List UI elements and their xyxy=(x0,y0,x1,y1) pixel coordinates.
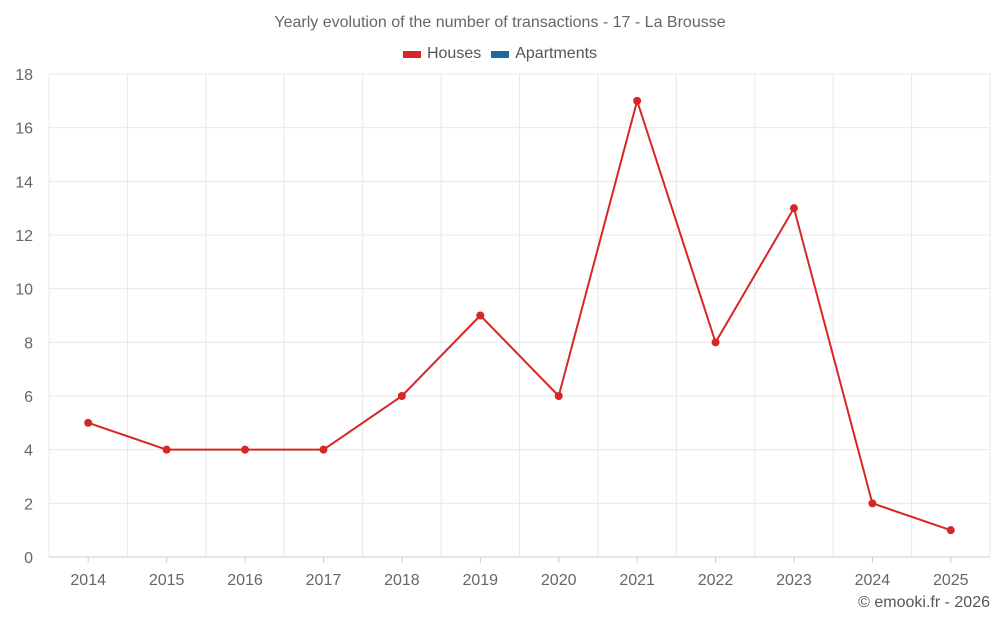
legend-swatch-houses xyxy=(402,50,421,58)
legend-item-houses[interactable]: Houses xyxy=(402,45,482,63)
legend-swatch-apartments xyxy=(491,50,510,58)
x-tick-label: 2021 xyxy=(619,572,655,589)
data-point-houses xyxy=(319,445,328,454)
y-tick-label: 0 xyxy=(24,550,33,567)
x-tick-label: 2022 xyxy=(698,572,734,589)
data-point-houses xyxy=(84,418,93,427)
x-tick-label: 2017 xyxy=(306,572,342,589)
data-point-houses xyxy=(633,96,642,105)
legend-label-apartments: Apartments xyxy=(515,45,598,62)
x-tick-label: 2018 xyxy=(384,572,420,589)
data-point-houses xyxy=(476,311,485,320)
x-tick-label: 2024 xyxy=(855,572,891,589)
x-tick-label: 2023 xyxy=(776,572,812,589)
y-tick-label: 18 xyxy=(15,67,33,84)
chart-title: Yearly evolution of the number of transa… xyxy=(274,14,726,31)
x-tick-label: 2015 xyxy=(149,572,185,589)
y-tick-label: 8 xyxy=(24,335,33,352)
legend-label-houses: Houses xyxy=(426,45,482,62)
data-point-houses xyxy=(554,392,563,400)
data-point-houses xyxy=(789,204,798,213)
chart-legend: Houses Apartments xyxy=(0,45,1000,63)
legend-item-apartments[interactable]: Apartments xyxy=(491,45,597,63)
credit-text: © emooki.fr - 2026 xyxy=(858,594,990,611)
x-tick-label: 2014 xyxy=(70,572,106,589)
y-tick-label: 16 xyxy=(15,121,33,138)
data-point-houses xyxy=(946,526,955,535)
y-tick-label: 14 xyxy=(15,174,33,191)
x-tick-label: 2019 xyxy=(462,572,498,589)
data-point-houses xyxy=(397,392,406,400)
x-tick-label: 2020 xyxy=(541,572,577,589)
y-tick-label: 10 xyxy=(15,282,33,299)
y-tick-label: 12 xyxy=(15,228,33,245)
data-point-houses xyxy=(241,445,250,454)
x-tick-label: 2025 xyxy=(933,572,969,589)
series-line-houses xyxy=(87,99,952,532)
y-tick-label: 2 xyxy=(24,496,33,513)
y-tick-label: 6 xyxy=(24,389,33,406)
data-point-houses xyxy=(868,499,877,508)
x-tick-label: 2016 xyxy=(227,572,263,589)
y-tick-label: 4 xyxy=(24,443,33,460)
data-point-houses xyxy=(711,338,720,347)
data-point-houses xyxy=(162,445,171,454)
